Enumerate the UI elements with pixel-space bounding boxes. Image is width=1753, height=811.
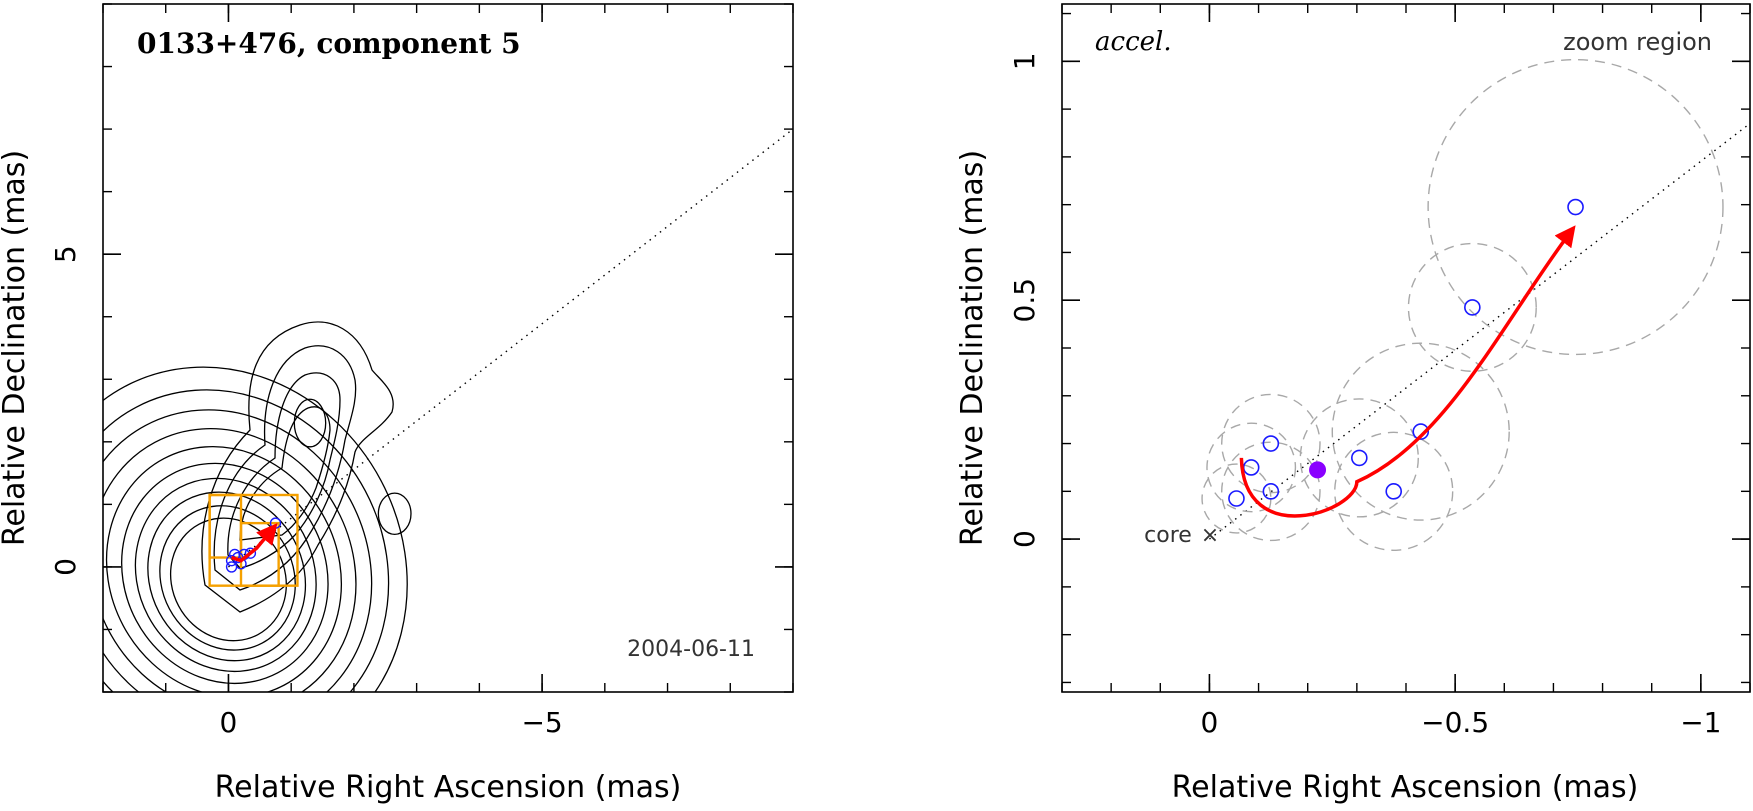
right-uncertainty-circle: [1221, 441, 1321, 542]
left-plot-content: [103, 128, 793, 692]
left-jet-contour: [227, 372, 341, 569]
left-knot-contour: [293, 398, 327, 448]
left-ticks: 0 −5 0 5: [49, 3, 794, 739]
left-core-contour: [103, 409, 373, 692]
left-jet-contour: [239, 406, 331, 541]
left-component: [244, 547, 257, 559]
left-jet-contour: [201, 321, 394, 613]
right-component-point: [1228, 490, 1245, 507]
left-blob-contour: [377, 492, 412, 536]
left-zoom-box: [208, 493, 243, 559]
right-uncertainty-circle: [1206, 422, 1297, 513]
left-core-contour: [169, 517, 287, 642]
left-core-contour: [147, 491, 307, 662]
right-y-tick-label: 0.5: [1008, 278, 1041, 323]
right-plot-content: [1201, 58, 1750, 552]
left-jet-contour: [213, 345, 357, 591]
right-x-tick-label: −0.5: [1421, 706, 1489, 739]
right-uncertainty-circle: [1334, 431, 1454, 552]
right-component-point: [1351, 449, 1368, 467]
left-date-label: 2004-06-11: [627, 637, 755, 662]
left-core-contour: [121, 462, 329, 685]
left-x-tick-label: 0: [220, 706, 238, 739]
right-ticks: 0 −0.5 −1 0 0.5 1: [1008, 4, 1751, 739]
right-uncertainty-circle: [1407, 242, 1537, 372]
right-region-label: zoom region: [1563, 28, 1712, 56]
right-component-point: [1262, 435, 1280, 452]
left-panel: 0 −5 0 5 0133+476, component 5 2004-06-11 R…: [0, 3, 794, 805]
left-core-contour: [134, 477, 317, 673]
right-ylabel: Relative Declination (mas): [955, 150, 990, 546]
right-trajectory-arrow: [1239, 225, 1576, 518]
right-frame: [1061, 3, 1751, 693]
right-component-point: [1567, 198, 1584, 216]
left-frame: [102, 3, 794, 693]
left-core-contour: [103, 389, 390, 692]
right-filled-point: [1309, 461, 1327, 479]
right-component-point: [1262, 483, 1280, 500]
left-trajectory-arrow: [231, 523, 278, 563]
right-core-label: core: [1144, 523, 1192, 548]
right-x-tick-label: 0: [1201, 706, 1219, 739]
left-ridge-line: [228, 128, 793, 568]
right-uncertainty-circle: [1299, 398, 1419, 518]
left-title: 0133+476, component 5: [137, 27, 521, 60]
right-y-tick-label: 0: [1008, 530, 1041, 548]
right-title: accel.: [1095, 27, 1172, 57]
left-xlabel: Relative Right Ascension (mas): [215, 770, 682, 805]
left-x-tick-label: −5: [521, 706, 562, 739]
right-uncertainty-circle: [1427, 58, 1724, 356]
left-core-contour: [105, 446, 343, 692]
left-y-tick-label: 5: [49, 245, 82, 263]
right-component-point: [1412, 423, 1430, 440]
right-component-point: [1385, 483, 1403, 500]
left-core-contour: [159, 505, 296, 651]
left-y-tick-label: 0: [49, 558, 82, 576]
right-uncertainty-circle: [1331, 342, 1510, 521]
left-core-contour: [103, 366, 408, 692]
right-xlabel: Relative Right Ascension (mas): [1172, 770, 1639, 805]
right-uncertainty-circle: [1221, 393, 1321, 494]
right-x-tick-label: −1: [1680, 706, 1721, 739]
right-ridge-line: [1209, 122, 1750, 540]
left-component: [225, 561, 238, 573]
right-core-marker: ×: [1201, 523, 1219, 548]
right-panel: 0 −0.5 −1 0 0.5 1 accel. zoom region core × R…: [955, 3, 1751, 805]
right-component-point: [1464, 299, 1481, 316]
left-ylabel: Relative Declination (mas): [0, 150, 32, 546]
left-core-contour: [103, 428, 357, 692]
right-y-tick-label: 1: [1008, 52, 1041, 70]
